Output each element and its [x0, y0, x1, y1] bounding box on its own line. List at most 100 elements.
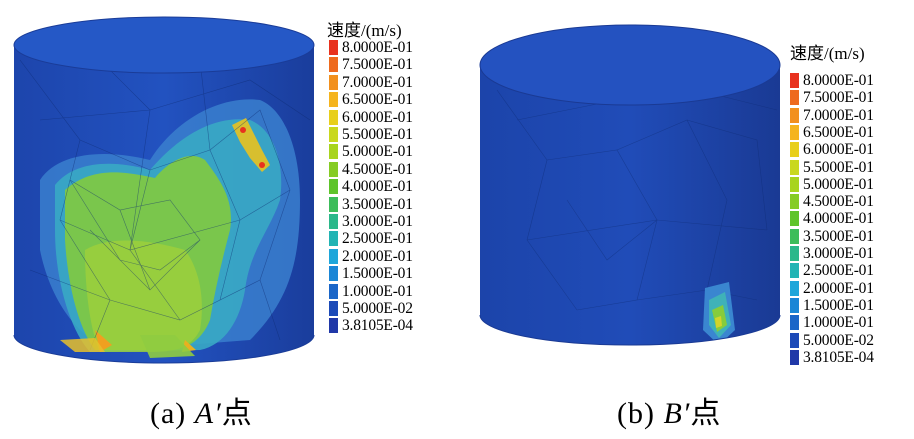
- legend-a-label: 5.0000E-01: [342, 143, 413, 161]
- legend-a-label: 2.0000E-01: [342, 247, 413, 265]
- legend-a-entry: 3.0000E-01: [329, 214, 413, 229]
- legend-a-label: 4.5000E-01: [342, 160, 413, 178]
- legend-a-swatch: [329, 92, 338, 108]
- legend-a-entry: 6.5000E-01: [329, 92, 413, 107]
- cylinder-a-top-rim: [13, 16, 315, 74]
- legend-a-entry: 5.0000E-01: [329, 143, 413, 161]
- legend-b-swatch: [790, 124, 799, 140]
- caption-a: (a) A′点: [150, 388, 253, 432]
- legend-b-label: 5.0000E-02: [803, 331, 874, 349]
- legend-b-label: 7.5000E-01: [803, 89, 874, 107]
- legend-b-label: 5.5000E-01: [803, 158, 874, 176]
- legend-b-swatch: [790, 263, 799, 279]
- legend-a-entry: 7.5000E-01: [329, 56, 413, 74]
- cylinder-a-top: [14, 17, 314, 73]
- legend-b-label: 6.5000E-01: [803, 123, 874, 141]
- mesh-lines-b: [496, 89, 778, 311]
- legend-b-entry: 5.5000E-01: [790, 158, 874, 176]
- caption-b-prefix: (b): [617, 397, 655, 430]
- legend-a-label: 5.0000E-02: [342, 300, 413, 317]
- legend-b-label: 5.0000E-01: [803, 175, 874, 193]
- legend-a-title: 速度/(m/s): [327, 21, 402, 40]
- legend-b-swatch: [790, 228, 799, 244]
- legend-a-entry: 5.5000E-01: [329, 127, 413, 142]
- legend-b-label: 8.0000E-01: [803, 72, 874, 89]
- legend-a-entry: 7.0000E-01: [329, 75, 413, 90]
- legend-b-entry: 5.0000E-01: [790, 177, 874, 192]
- legend-b-swatch: [790, 211, 799, 227]
- legend-a-swatch: [329, 179, 338, 195]
- legend-b-entry: 3.5000E-01: [790, 227, 874, 245]
- legend-b-label: 3.8105E-04: [803, 348, 874, 366]
- legend-b-swatch: [790, 280, 799, 296]
- legend-b-swatch: [790, 90, 799, 106]
- legend-b-swatch: [790, 297, 799, 313]
- legend-a-swatch: [329, 109, 338, 125]
- legend-b-entry: 3.8105E-04: [790, 350, 874, 365]
- legend-b-entry: 2.5000E-01: [790, 263, 874, 279]
- velocity-zone-b-yellow: [715, 316, 722, 328]
- legend-a-entry: 4.0000E-01: [329, 179, 413, 194]
- legend-b-swatch: [790, 315, 799, 331]
- legend-b-swatch: [790, 73, 799, 88]
- legend-a-label: 8.0000E-01: [342, 39, 413, 56]
- legend-a-swatch: [329, 318, 338, 334]
- legend-a-entry: 3.8105E-04: [329, 318, 413, 334]
- cylinder-a-bottom-edge: [13, 334, 315, 364]
- legend-a-swatch: [329, 283, 338, 299]
- legend-a-swatch: [329, 161, 338, 177]
- legend-a-swatch: [329, 301, 338, 316]
- legend-b-entry: 6.5000E-01: [790, 125, 874, 140]
- legend-a-entry: 4.5000E-01: [329, 162, 413, 177]
- velocity-hotspot-red-1: [240, 127, 246, 133]
- legend-b-entry: 4.5000E-01: [790, 194, 874, 209]
- legend-b-swatch: [790, 332, 799, 348]
- legend-a-entry: 5.0000E-02: [329, 301, 413, 316]
- legend-a-label: 3.5000E-01: [342, 195, 413, 213]
- legend-b-entry: 7.0000E-01: [790, 106, 874, 124]
- cylinder-b-top-rim: [479, 24, 781, 106]
- panel-b: 速度/(m/s) 8.0000E-01 7.5000E-01 7.0000E-01 6…: [457, 0, 914, 439]
- cylinder-a-bottom-hotspot-2: [140, 335, 195, 358]
- legend-a-label: 4.0000E-01: [342, 178, 413, 196]
- legend-a-swatch: [329, 144, 338, 160]
- legend-a-label: 3.0000E-01: [342, 213, 413, 230]
- legend-a-label: 7.0000E-01: [342, 73, 413, 91]
- legend-a-label: 1.5000E-01: [342, 265, 413, 283]
- legend-a-swatch: [329, 248, 338, 264]
- legend-a-label: 2.5000E-01: [342, 230, 413, 248]
- legend-b-entry: 1.0000E-01: [790, 315, 874, 330]
- legend-a-swatch: [329, 40, 338, 55]
- legend-b-entry: 6.0000E-01: [790, 142, 874, 157]
- legend-a-entry: 2.5000E-01: [329, 230, 413, 248]
- legend-b-entry: 1.5000E-01: [790, 298, 874, 313]
- legend-b-swatch: [790, 349, 799, 365]
- legend-b-label: 4.5000E-01: [803, 193, 874, 211]
- legend-b-label: 3.5000E-01: [803, 227, 874, 245]
- legend-b-entry: 3.0000E-01: [790, 246, 874, 261]
- legend-a-swatch: [329, 127, 338, 142]
- legend-a-swatch: [329, 57, 338, 73]
- legend-a-label: 1.0000E-01: [342, 282, 413, 300]
- legend-b-entry: 8.0000E-01: [790, 73, 874, 88]
- legend-a-entry: 3.5000E-01: [329, 195, 413, 213]
- legend-a-label: 6.5000E-01: [342, 91, 413, 109]
- legend-a-swatch: [329, 196, 338, 212]
- legend-a-entry: 8.0000E-01: [329, 40, 413, 55]
- legend-b-entry: 4.0000E-01: [790, 210, 874, 228]
- cylinder-a-figure: [13, 16, 315, 364]
- caption-a-suffix: 点: [221, 397, 253, 430]
- legend-b-label: 7.0000E-01: [803, 106, 874, 124]
- cylinder-b-side: [480, 65, 780, 345]
- legend-b-entry: 5.0000E-02: [790, 331, 874, 349]
- legend-b-swatch: [790, 159, 799, 175]
- legend-a-entry: 1.5000E-01: [329, 266, 413, 281]
- legend-b-swatch: [790, 176, 799, 192]
- legend-b-label: 4.0000E-01: [803, 210, 874, 228]
- legend-b-swatch: [790, 107, 799, 123]
- legend-a-label: 7.5000E-01: [342, 56, 413, 74]
- legend-a-label: 5.5000E-01: [342, 126, 413, 143]
- legend-a-label: 6.0000E-01: [342, 108, 413, 126]
- legend-a-swatch: [329, 231, 338, 247]
- cylinder-b-bottom-edge: [479, 314, 781, 346]
